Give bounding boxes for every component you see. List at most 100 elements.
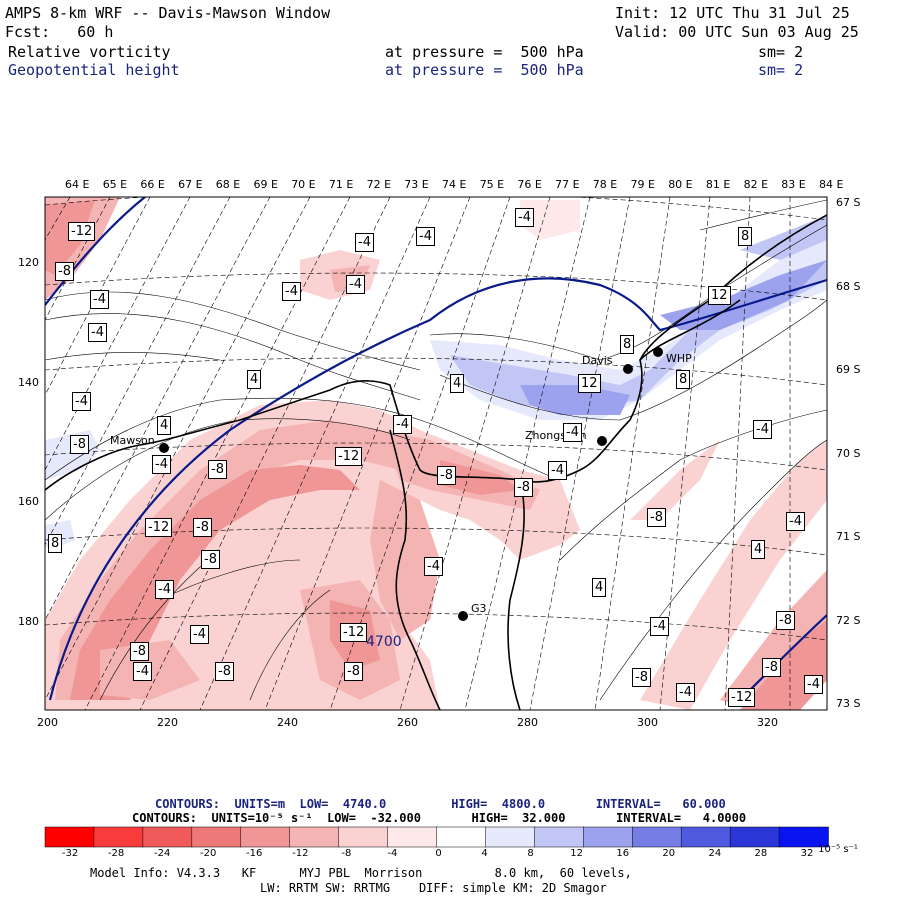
- vorticity-value-label: 8: [676, 370, 691, 389]
- vorticity-value-label: -4: [753, 420, 772, 439]
- vorticity-value-label: -8: [344, 662, 363, 681]
- lon-label: 72 E: [366, 178, 392, 191]
- vorticity-value-label: -8: [193, 518, 212, 537]
- vorticity-value-label: -8: [762, 658, 781, 677]
- colorbar-tick-label: -24: [153, 848, 171, 859]
- colorbar-bin: [338, 826, 389, 848]
- lon-label: 69 E: [253, 178, 278, 191]
- vorticity-value-label: 8: [48, 534, 63, 553]
- y-tick-label: 140: [18, 375, 39, 389]
- lon-label: 68 E: [215, 178, 241, 191]
- lon-label: 78 E: [592, 178, 618, 191]
- colorbar-bin: [436, 826, 487, 848]
- field1-name: Relative vorticity: [8, 43, 171, 61]
- x-tick-label: 200: [37, 716, 58, 729]
- y-tick-label: 180: [18, 614, 39, 628]
- x-tick-label: 240: [277, 716, 298, 729]
- station-label-whp: WHP: [666, 352, 692, 365]
- vorticity-value-label: -12: [728, 688, 756, 707]
- vorticity-value-label: -8: [201, 550, 220, 569]
- vorticity-contour-info: CONTOURS: UNITS=10⁻⁵ s⁻¹ LOW= -32.000 HI…: [132, 811, 747, 825]
- colorbar-bin: [387, 826, 438, 848]
- field1-level: at pressure = 500 hPa: [385, 43, 584, 61]
- vorticity-value-label: -4: [190, 625, 209, 644]
- vorticity-value-label: 8: [620, 335, 635, 354]
- vorticity-value-label: -4: [515, 208, 534, 227]
- station-label-davis: Davis: [582, 354, 613, 367]
- lon-label: 82 E: [743, 178, 769, 191]
- colorbar-bin: [191, 826, 242, 848]
- colorbar-tick-label: 0: [435, 848, 442, 859]
- lon-label: 79 E: [630, 178, 655, 191]
- colorbar-bin: [93, 826, 144, 848]
- lat-label: 73 S: [836, 697, 861, 710]
- colorbar-tick-label: 4: [481, 848, 488, 859]
- model-info: Model Info: V4.3.3 KF MYJ PBL Morrison 8…: [90, 866, 632, 880]
- vorticity-value-label: -4: [133, 662, 152, 681]
- colorbar-tick-label: 20: [662, 848, 676, 859]
- colorbar-bin: [778, 826, 829, 848]
- vorticity-value-label: -12: [145, 518, 173, 537]
- vorticity-value-label: -8: [130, 642, 149, 661]
- vorticity-value-label: -4: [804, 675, 823, 694]
- forecast-hour: Fcst: 60 h: [5, 23, 114, 41]
- station-label-g3: G3: [471, 602, 487, 615]
- colorbar-unit: 10⁻⁵ s⁻¹: [818, 844, 858, 855]
- colorbar-bin: [44, 826, 95, 848]
- height-contour-info: CONTOURS: UNITS=m LOW= 4740.0 HIGH= 4800…: [155, 797, 726, 811]
- init-time: Init: 12 UTC Thu 31 Jul 25: [615, 4, 850, 22]
- lat-label: 69 S: [836, 363, 861, 376]
- x-tick-label: 260: [397, 716, 418, 729]
- colorbar-tick-label: 24: [708, 848, 722, 859]
- colorbar-bin: [583, 826, 633, 848]
- station-label-mawson: Mawson: [110, 434, 155, 447]
- lat-label: 71 S: [836, 530, 861, 543]
- lon-label: 67 E: [178, 178, 203, 191]
- lon-label: 65 E: [102, 178, 128, 191]
- model-info-2: LW: RRTM SW: RRTMG DIFF: simple KM: 2D S…: [260, 881, 607, 895]
- vorticity-value-label: -4: [88, 323, 107, 342]
- lat-label: 72 S: [836, 613, 861, 627]
- lon-label: 81 E: [705, 178, 731, 191]
- lon-label: 70 E: [291, 178, 316, 191]
- colorbar-tick-label: -16: [246, 848, 263, 859]
- vorticity-value-label: -4: [416, 227, 435, 246]
- colorbar-tick-label: 12: [570, 848, 584, 859]
- colorbar-bin: [289, 826, 340, 848]
- vorticity-value-label: 4: [157, 416, 172, 435]
- station-markers: [159, 347, 663, 621]
- x-tick-label: 320: [757, 716, 778, 729]
- vorticity-value-label: -4: [152, 455, 171, 474]
- vorticity-value-label: -8: [514, 478, 533, 497]
- vorticity-value-label: -8: [208, 460, 227, 479]
- lon-label: 74 E: [442, 178, 467, 191]
- field1-smoothing: sm= 2: [758, 43, 804, 61]
- vorticity-value-label: -4: [548, 461, 567, 480]
- lon-label: 73 E: [404, 178, 429, 191]
- vorticity-value-label: 4: [751, 540, 766, 559]
- lon-label: 77 E: [555, 178, 580, 191]
- vorticity-value-label: -8: [55, 262, 74, 281]
- valid-time: Valid: 00 UTC Sun 03 Aug 25: [615, 23, 859, 41]
- colorbar-tick-label: -4: [387, 848, 398, 859]
- colorbar-tick-label: 32: [800, 848, 814, 859]
- vorticity-value-label: -4: [563, 423, 582, 442]
- vorticity-value-label: 4: [450, 374, 465, 393]
- plot-title: AMPS 8-km WRF -- Davis-Mawson Window: [5, 4, 331, 22]
- colorbar-bin: [485, 826, 536, 848]
- vorticity-value-label: 4: [592, 578, 607, 597]
- vorticity-value-label: -4: [72, 392, 91, 411]
- vorticity-value-label: -4: [786, 512, 805, 531]
- vorticity-value-label: -4: [424, 557, 443, 576]
- vorticity-value-label: -4: [155, 580, 174, 599]
- colorbar-bin: [632, 826, 682, 848]
- colorbar-bin: [534, 826, 585, 848]
- field2-level: at pressure = 500 hPa: [385, 61, 584, 79]
- colorbar-tick-label: 16: [616, 848, 630, 859]
- vorticity-value-label: -4: [355, 233, 374, 252]
- lat-label: 70 S: [836, 446, 861, 460]
- vorticity-value-label: -8: [647, 508, 666, 527]
- vorticity-value-label: -8: [437, 466, 456, 485]
- y-tick-label: 120: [18, 256, 39, 269]
